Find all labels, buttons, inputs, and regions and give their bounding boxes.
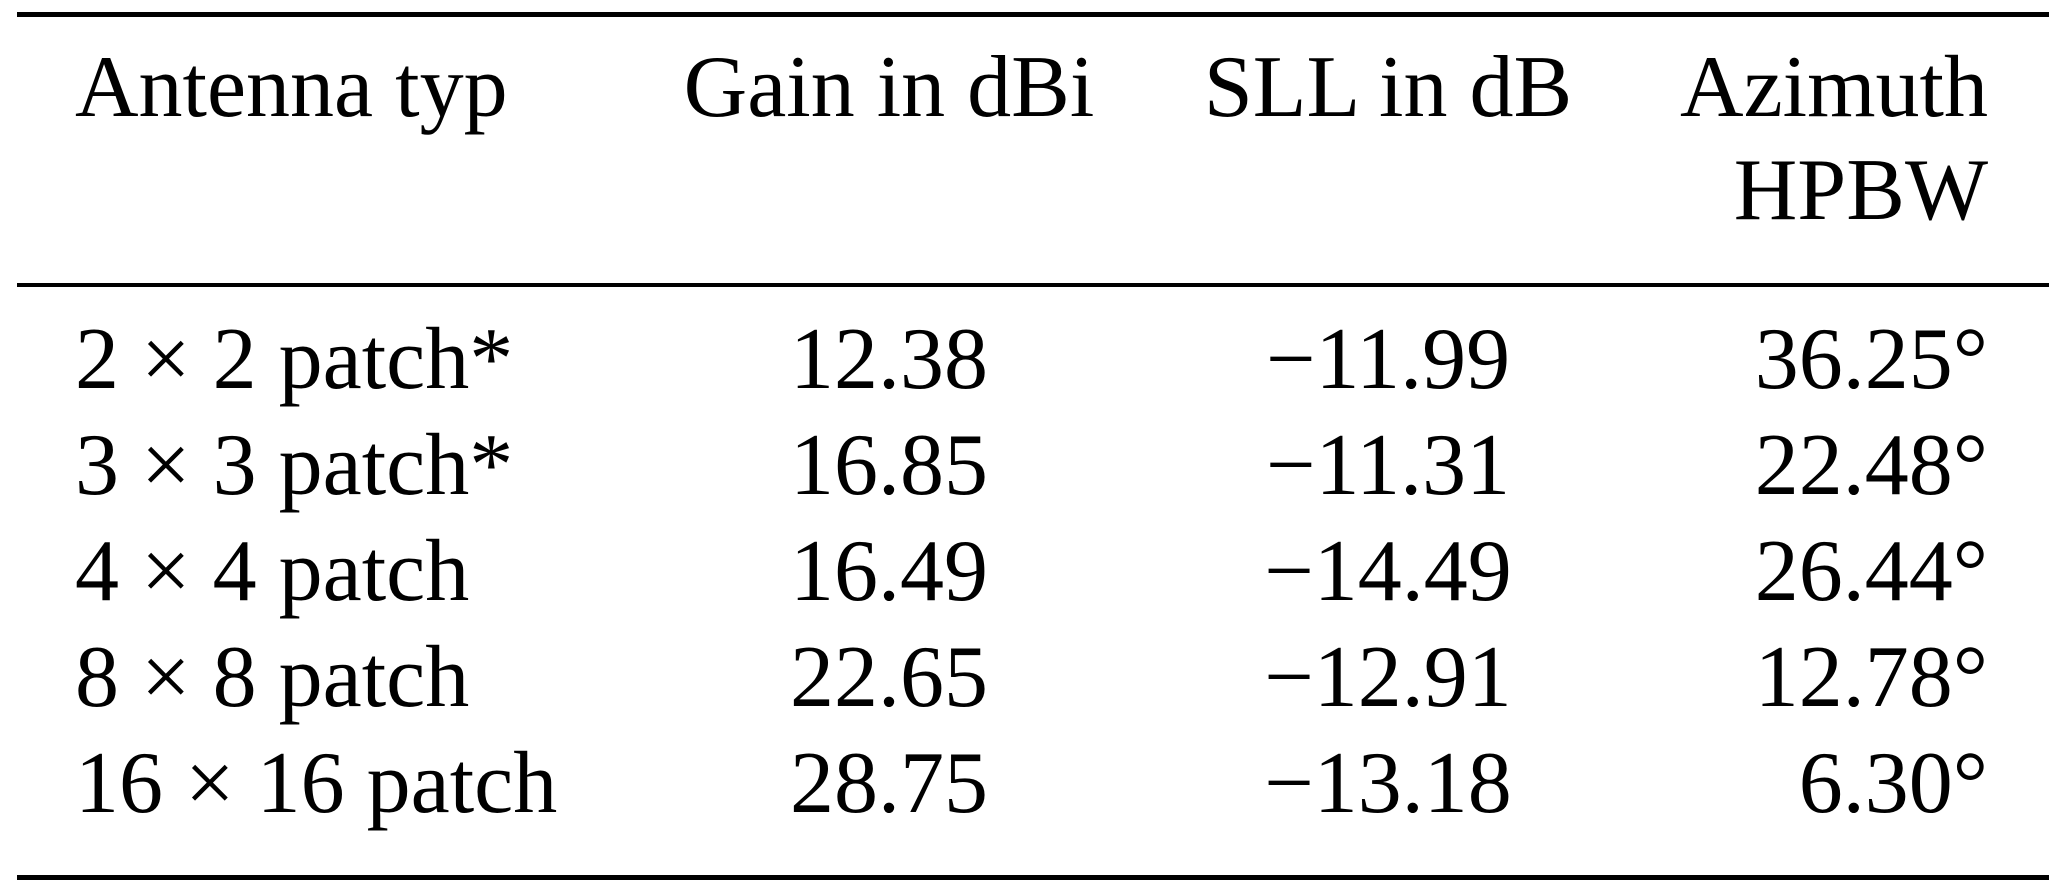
cell-sll: −14.49 — [1264, 523, 1512, 620]
header-sll: SLL in dB — [1203, 39, 1573, 136]
table-bottom-rule — [17, 875, 2049, 880]
cell-hpbw: 36.25° — [1754, 311, 1988, 408]
table-mid-rule — [17, 283, 2049, 287]
header-antenna-type: Antenna typ — [75, 39, 508, 136]
table-row: 8 × 8 patch 22.65 −12.91 12.78° — [17, 625, 2049, 731]
cell-sll: −12.91 — [1264, 629, 1512, 726]
table-row: 2 × 2 patch* 12.38 −11.99 36.25° — [17, 307, 2049, 413]
cell-antenna-type: 8 × 8 patch — [75, 629, 470, 726]
cell-gain: 22.65 — [790, 629, 988, 726]
table-row: 16 × 16 patch 28.75 −13.18 6.30° — [17, 731, 2049, 837]
cell-sll: −11.31 — [1265, 417, 1511, 514]
cell-hpbw: 26.44° — [1754, 523, 1988, 620]
cell-gain: 28.75 — [790, 735, 988, 832]
header-azimuth-line2: HPBW — [1733, 142, 1988, 239]
header-azimuth-line1: Azimuth — [1680, 39, 1988, 136]
cell-gain: 16.49 — [790, 523, 988, 620]
table-header-row: Antenna typ Gain in dBi SLL in dB Azimut… — [17, 36, 2049, 242]
cell-hpbw: 22.48° — [1754, 417, 1988, 514]
table-row: 4 × 4 patch 16.49 −14.49 26.44° — [17, 519, 2049, 625]
cell-hpbw: 6.30° — [1798, 735, 1988, 832]
table-body: 2 × 2 patch* 12.38 −11.99 36.25° 3 × 3 p… — [17, 307, 2049, 837]
cell-antenna-type: 2 × 2 patch* — [75, 311, 514, 408]
cell-sll: −11.99 — [1265, 311, 1511, 408]
cell-antenna-type: 3 × 3 patch* — [75, 417, 514, 514]
header-gain: Gain in dBi — [683, 39, 1095, 136]
header-azimuth-hpbw: Azimuth HPBW — [1618, 36, 1988, 242]
cell-antenna-type: 4 × 4 patch — [75, 523, 470, 620]
cell-sll: −13.18 — [1264, 735, 1512, 832]
header-spacer — [1988, 36, 2049, 242]
cell-hpbw: 12.78° — [1754, 629, 1988, 726]
cell-gain: 16.85 — [790, 417, 988, 514]
cell-antenna-type: 16 × 16 patch — [75, 735, 558, 832]
table-row: 3 × 3 patch* 16.85 −11.31 22.48° — [17, 413, 2049, 519]
cell-gain: 12.38 — [790, 311, 988, 408]
table-top-rule — [17, 12, 2049, 17]
